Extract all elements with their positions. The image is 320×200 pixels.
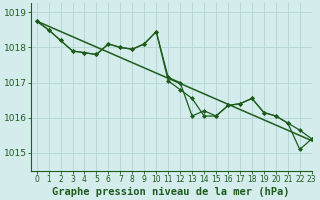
X-axis label: Graphe pression niveau de la mer (hPa): Graphe pression niveau de la mer (hPa) xyxy=(52,186,290,197)
